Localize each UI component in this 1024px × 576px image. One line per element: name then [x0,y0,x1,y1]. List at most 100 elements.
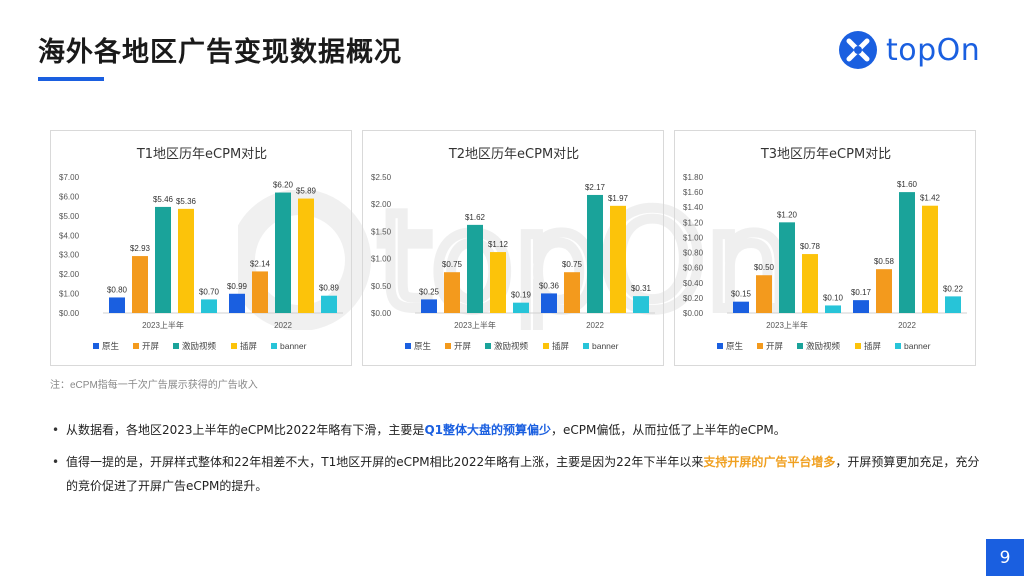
y-tick-label: $1.40 [683,203,704,212]
bar [733,301,749,313]
bar [945,296,961,313]
data-label: $2.14 [250,259,271,268]
data-label: $0.15 [731,290,752,299]
data-label: $0.80 [107,285,128,294]
legend-swatch [855,343,861,349]
highlight-text: 支持开屏的广告平台增多 [703,455,836,469]
y-tick-label: $5.00 [59,212,80,221]
x-tick-label: 2022 [274,321,292,330]
chart-t3-svg: T3地区历年eCPM对比 $0.00 $0.20 $0.40 $0.60 $0.80 $1.… [683,147,967,351]
y-tick-label: $3.00 [59,251,80,260]
y-tick-label: $1.00 [371,255,392,264]
legend-swatch [717,343,723,349]
y-tick-label: $1.60 [683,188,704,197]
logo-text: topOn [886,32,981,68]
bar [178,208,194,313]
y-tick-label: $0.00 [371,309,392,318]
legend-swatch [133,343,139,349]
bar [756,275,772,313]
bar [876,269,892,313]
legend-label: 激励视频 [494,341,529,351]
bar [513,302,529,313]
y-tick-label: $1.20 [683,218,704,227]
chart-title: T2地区历年eCPM对比 [448,147,579,162]
data-label: $1.62 [465,213,486,222]
footnote: 注：eCPM指每一千次广告展示获得的广告收入 [50,380,258,391]
data-label: $0.70 [199,287,220,296]
data-label: $1.42 [920,194,941,203]
bar [298,198,314,313]
data-label: $0.22 [943,284,964,293]
bullet-text: 值得一提的是，开屏样式整体和22年相差不大，T1地区开屏的eCPM相比2022年… [66,455,979,493]
data-label: $5.46 [153,195,174,204]
bar [467,224,483,313]
bar [155,206,171,313]
legend-swatch [485,343,491,349]
bullet-text-segment: ，开屏预算更加充足，充分的竞价促进了开屏广告eCPM的提升。 [66,455,980,493]
data-label: $0.58 [874,257,895,266]
legend-label: 开屏 [454,341,472,351]
legend-label: 原生 [414,341,432,351]
y-tick-label: $0.00 [683,309,704,318]
legend-label: 原生 [102,341,120,351]
legend-swatch [895,343,901,349]
x-tick-label: 2023上半年 [766,320,808,330]
x-tick-label: 2023上半年 [454,320,496,330]
data-label: $0.36 [539,281,560,290]
data-label: $1.97 [608,194,629,203]
chart-title: T3地区历年eCPM对比 [760,147,891,162]
bar [109,297,125,313]
bar [275,192,291,313]
bar [444,272,460,313]
bullet-list: • 从数据看，各地区2023上半年的eCPM比2022年略有下滑，主要是Q1整体… [52,418,982,506]
legend-label: 插屏 [240,341,258,351]
title-underline [38,77,104,81]
legend-label: banner [592,341,619,351]
data-label: $0.75 [442,260,463,269]
bullet-text: 从数据看，各地区2023上半年的eCPM比2022年略有下滑，主要是Q1整体大盘… [66,423,786,437]
data-label: $0.17 [851,288,872,297]
highlight-text: Q1整体大盘的预算偏少 [424,423,551,437]
y-tick-label: $0.20 [683,294,704,303]
topon-logo-icon [839,31,877,69]
legend-label: 原生 [726,341,744,351]
legend-label: 开屏 [766,341,784,351]
bar [229,293,245,313]
legend-label: 开屏 [142,341,160,351]
legend-swatch [231,343,237,349]
legend-swatch [173,343,179,349]
data-label: $0.78 [800,242,821,251]
legend-label: 激励视频 [806,341,841,351]
legend-label: banner [904,341,931,351]
bar [899,192,915,313]
y-tick-label: $0.40 [683,279,704,288]
chart-t3: T3地区历年eCPM对比 $0.00 $0.20 $0.40 $0.60 $0.80 $1.… [674,130,976,366]
data-label: $0.89 [319,284,340,293]
legend-label: 激励视频 [182,341,217,351]
legend-swatch [757,343,763,349]
bar [610,205,626,313]
data-label: $5.89 [296,187,317,196]
bar [252,271,268,313]
y-tick-label: $1.00 [683,233,704,242]
bar [541,293,557,313]
legend-swatch [583,343,589,349]
y-tick-label: $6.00 [59,192,80,201]
legend-swatch [543,343,549,349]
data-label: $1.60 [897,180,918,189]
bullet-item: • 值得一提的是，开屏样式整体和22年相差不大，T1地区开屏的eCPM相比202… [52,450,982,498]
bullet-dot: • [52,455,60,469]
bar [564,272,580,313]
data-label: $0.19 [511,291,532,300]
bar [633,296,649,313]
legend-swatch [93,343,99,349]
legend-swatch [405,343,411,349]
bar [587,194,603,313]
x-tick-label: 2022 [586,321,604,330]
bullet-text-segment: 从数据看，各地区2023上半年的eCPM比2022年略有下滑，主要是 [66,423,425,437]
bar [825,305,841,313]
legend-label: banner [280,341,307,351]
y-tick-label: $2.00 [371,200,392,209]
chart-title: T1地区历年eCPM对比 [136,147,267,162]
legend-swatch [445,343,451,349]
